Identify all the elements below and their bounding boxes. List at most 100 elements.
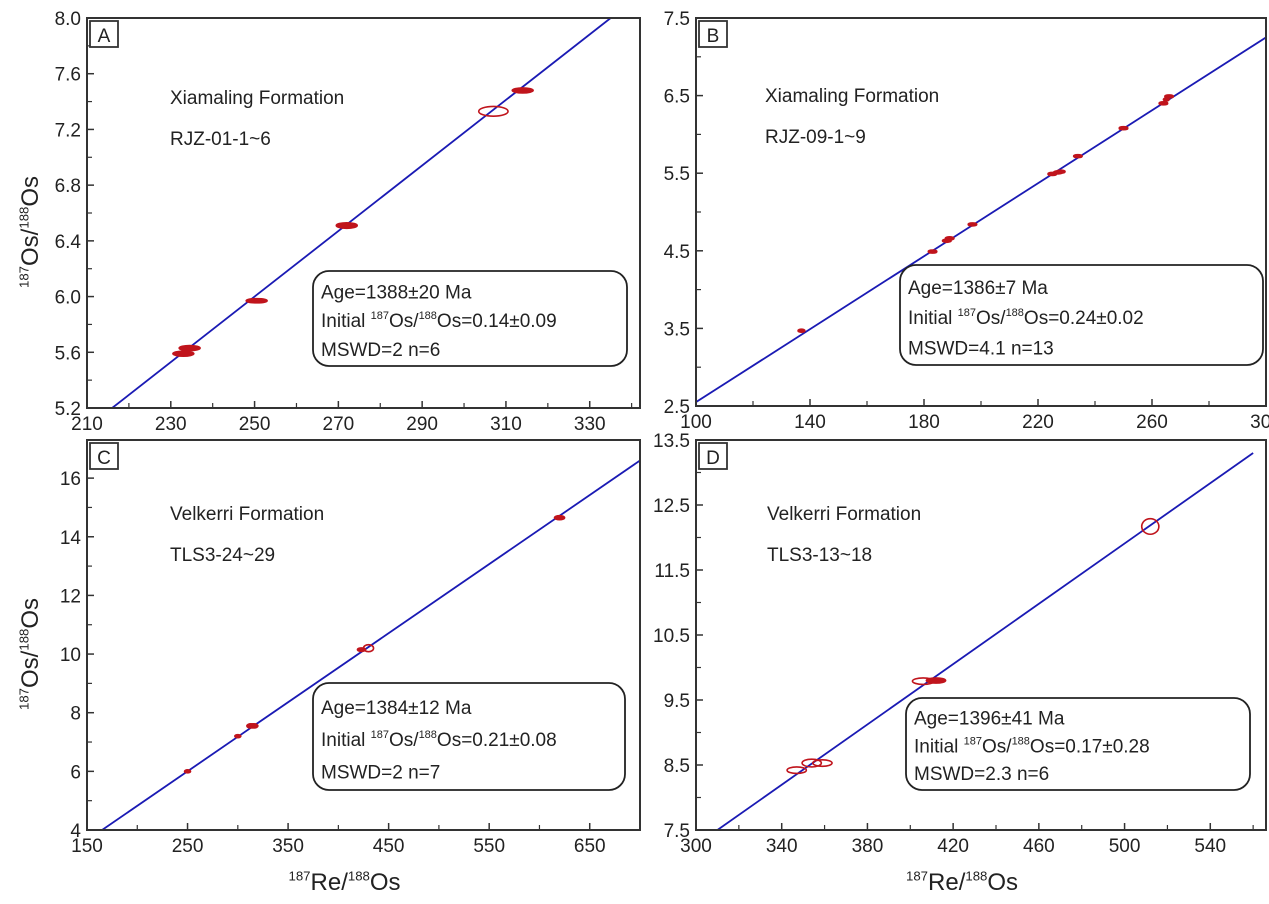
- chart-panel-d: 300 340 380 420 460 500 540 7.5 8.5 9.5 10.5 11.5 12…: [653, 431, 1267, 896]
- x-tick-label: 230: [155, 414, 187, 435]
- y-tick-label: 11.5: [654, 561, 690, 582]
- x-tick-label: 300: [680, 836, 712, 857]
- x-tick-label: 650: [574, 836, 606, 857]
- sample-label: TLS3-13~18: [767, 545, 872, 566]
- x-tick-label: 250: [172, 836, 204, 857]
- x-tick-label: 220: [1022, 412, 1054, 433]
- data-point-ellipse: [927, 249, 938, 254]
- data-point-ellipse: [1158, 101, 1169, 106]
- y-tick-label: 6.0: [55, 288, 81, 309]
- panel-label-box: [89, 442, 119, 470]
- y-axis-title: 187Os/188Os: [16, 598, 44, 710]
- y-tick-label: 13.5: [653, 431, 690, 452]
- plot-frame: [695, 17, 1267, 407]
- data-point-ellipse: [178, 344, 201, 352]
- data-point-ellipse: [553, 514, 566, 521]
- sample-label: TLS3-24~29: [170, 545, 275, 566]
- data-point-ellipse: [1072, 153, 1083, 159]
- x-tick-label: 210: [71, 414, 103, 435]
- y-tick-label: 7.2: [55, 120, 81, 141]
- data-point-ellipse: [362, 643, 375, 653]
- y-tick-label: 9.5: [664, 691, 690, 712]
- data-point-ellipse: [511, 87, 534, 94]
- x-axis-title: 187Re/188Os: [289, 868, 401, 896]
- data-point-ellipse: [477, 105, 509, 117]
- y-tick-label: 14: [60, 528, 82, 549]
- x-tick-label: 140: [794, 412, 826, 433]
- x-tick-label: 100: [680, 412, 712, 433]
- y-tick-label: 8.0: [55, 9, 81, 30]
- data-point-ellipse: [245, 297, 268, 304]
- initial-ratio-result: Initial 187Os/188Os=0.24±0.02: [908, 307, 1144, 329]
- x-tick-label: 300: [1250, 412, 1269, 433]
- x-tick-label: 450: [373, 836, 405, 857]
- age-result: Age=1396±41 Ma: [914, 708, 1065, 729]
- x-tick-label: 380: [852, 836, 884, 857]
- y-tick-label: 5.2: [55, 399, 81, 420]
- initial-ratio-result: Initial 187Os/188Os=0.21±0.08: [321, 729, 557, 751]
- x-tick-label: 260: [1136, 412, 1168, 433]
- plot-frame: [86, 17, 641, 409]
- plot-frame: [695, 439, 1267, 831]
- mswd-result: MSWD=2.3 n=6: [914, 764, 1049, 785]
- data-point-ellipse: [172, 350, 195, 357]
- age-result: Age=1388±20 Ma: [321, 282, 472, 303]
- age-result: Age=1384±12 Ma: [321, 698, 472, 719]
- x-tick-label: 250: [239, 414, 271, 435]
- x-tick-label: 180: [908, 412, 940, 433]
- x-tick-label: 330: [574, 414, 606, 435]
- formation-label: Xiamaling Formation: [170, 88, 344, 109]
- y-tick-label: 12: [60, 586, 81, 607]
- isochron-result-box: [899, 264, 1264, 366]
- y-tick-label: 4.5: [664, 242, 690, 263]
- plot-frame: [86, 439, 641, 831]
- data-point-ellipse: [1140, 517, 1160, 536]
- formation-label: Xiamaling Formation: [765, 86, 939, 107]
- sample-label: RJZ-01-1~6: [170, 129, 271, 150]
- x-tick-label: 310: [490, 414, 522, 435]
- sample-label: RJZ-09-1~9: [765, 127, 866, 148]
- y-tick-label: 4: [70, 821, 81, 842]
- data-point-ellipse: [967, 222, 978, 227]
- data-point-ellipse: [786, 766, 808, 775]
- y-tick-label: 6.4: [55, 232, 82, 253]
- data-point-ellipse: [944, 236, 955, 241]
- data-point-ellipse: [811, 758, 833, 768]
- y-tick-label: 6.8: [55, 176, 81, 197]
- y-axis-title: 187Os/188Os: [16, 176, 44, 288]
- y-tick-label: 10.5: [653, 626, 690, 647]
- x-tick-label: 290: [406, 414, 438, 435]
- y-tick-label: 12.5: [653, 496, 690, 517]
- y-tick-label: 16: [60, 469, 81, 490]
- y-tick-label: 6: [70, 762, 81, 783]
- y-tick-label: 7.5: [664, 9, 690, 30]
- data-point-ellipse: [249, 723, 259, 729]
- panel-label: B: [707, 26, 720, 47]
- mswd-result: MSWD=2 n=6: [321, 340, 440, 361]
- panel-label-box: [89, 20, 119, 48]
- age-result: Age=1386±7 Ma: [908, 278, 1048, 299]
- data-point-ellipse: [335, 221, 359, 230]
- x-tick-label: 350: [272, 836, 304, 857]
- data-point-ellipse: [1162, 97, 1170, 102]
- data-point-ellipse: [797, 328, 806, 334]
- initial-ratio-result: Initial 187Os/188Os=0.14±0.09: [321, 310, 557, 332]
- x-tick-label: 150: [71, 836, 103, 857]
- chart-panel-b: 100 140 180 220 260 300 2.5 3.5 4.5 5.5 6.5 7.5 B Xia…: [664, 9, 1269, 433]
- x-tick-label: 550: [473, 836, 505, 857]
- y-tick-label: 7.5: [664, 821, 690, 842]
- y-tick-label: 6.5: [664, 87, 690, 108]
- isochron-line: [111, 18, 612, 408]
- x-tick-label: 460: [1023, 836, 1055, 857]
- panel-label: D: [706, 448, 720, 469]
- formation-label: Velkerri Formation: [170, 504, 324, 525]
- y-tick-label: 10: [60, 645, 81, 666]
- y-tick-label: 8: [70, 704, 81, 725]
- y-tick-label: 5.6: [55, 343, 81, 364]
- panel-label-box: [698, 20, 728, 48]
- y-tick-label: 7.6: [55, 65, 81, 86]
- data-point-ellipse: [925, 677, 947, 684]
- data-point-ellipse: [1055, 169, 1066, 174]
- formation-label: Velkerri Formation: [767, 504, 921, 525]
